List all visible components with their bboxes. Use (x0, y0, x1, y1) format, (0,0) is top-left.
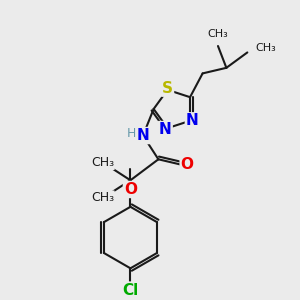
Text: CH₃: CH₃ (91, 156, 114, 170)
Text: CH₃: CH₃ (208, 29, 228, 39)
Text: N: N (136, 128, 149, 143)
Text: S: S (162, 81, 173, 96)
Text: CH₃: CH₃ (91, 191, 114, 204)
Text: H: H (127, 127, 136, 140)
Text: N: N (186, 113, 199, 128)
Text: N: N (159, 122, 172, 137)
Text: O: O (124, 182, 137, 197)
Text: Cl: Cl (122, 283, 139, 298)
Text: CH₃: CH₃ (256, 43, 277, 53)
Text: O: O (181, 158, 194, 172)
